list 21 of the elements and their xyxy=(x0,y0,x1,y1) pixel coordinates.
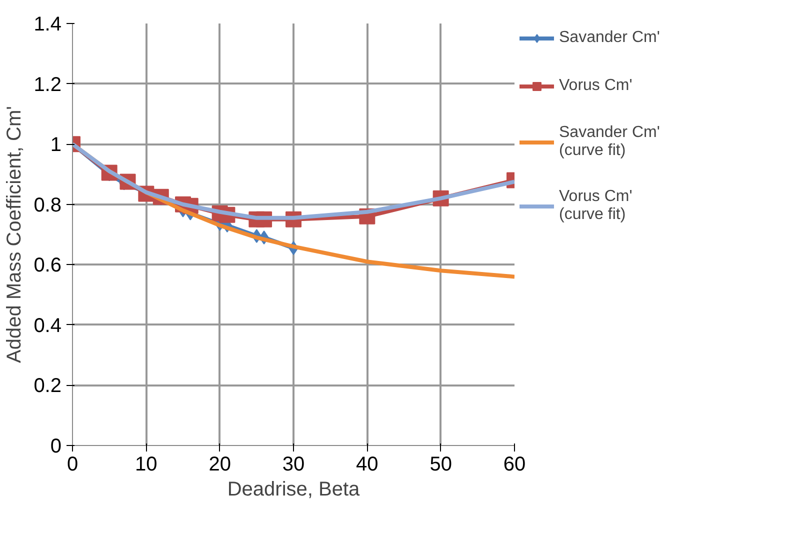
y-tick-label: 1.4 xyxy=(34,14,62,36)
legend-label: Vorus Cm' xyxy=(559,77,634,95)
y-tick-label: 0.4 xyxy=(34,314,62,337)
x-tick-label: 20 xyxy=(208,454,231,476)
y-tick-label: 0 xyxy=(50,436,62,458)
x-tick-label: 60 xyxy=(503,454,526,476)
x-tick-label: 10 xyxy=(135,454,158,476)
x-tick-label: 40 xyxy=(356,454,378,476)
y-tick-label: 0.2 xyxy=(34,375,62,398)
legend-label: Savander Cm' (curve fit) xyxy=(559,124,660,160)
legend-label: Savander Cm' xyxy=(559,29,660,47)
y-axis-title: Added Mass Coefficient, Cm' xyxy=(4,106,26,363)
x-tick-label: 0 xyxy=(66,454,78,476)
legend-label: Vorus Cm' (curve fit) xyxy=(559,188,634,224)
x-axis-title: Deadrise, Beta xyxy=(227,478,361,500)
y-tick-label: 0.6 xyxy=(34,254,62,277)
y-tick-label: 1 xyxy=(50,134,62,156)
y-tick-label: 0.8 xyxy=(34,194,62,216)
x-tick-label: 30 xyxy=(282,454,305,476)
x-tick-label: 50 xyxy=(430,454,452,476)
y-tick-label: 1.2 xyxy=(34,74,62,96)
